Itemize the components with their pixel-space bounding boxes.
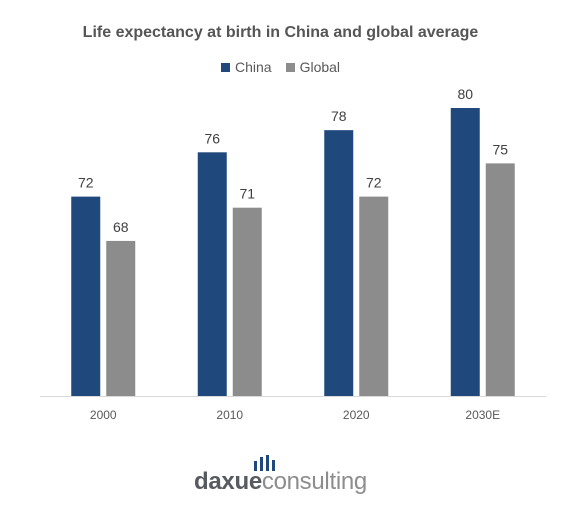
bar-global-2020 — [359, 196, 389, 396]
x-tick-label-2010: 2010 — [216, 408, 243, 422]
data-label-global-2010: 71 — [239, 186, 255, 202]
bar-chart: 72 68 2000 76 71 2010 78 72 2020 80 75 2030E — [40, 86, 546, 422]
bar-global-2030e — [485, 163, 515, 396]
data-label-global-2020: 72 — [366, 175, 382, 191]
legend-label-china: China — [234, 59, 272, 75]
bar-global-2000 — [106, 240, 136, 396]
legend-swatch-china — [220, 62, 230, 72]
data-label-global-2000: 68 — [113, 219, 129, 235]
legend: China Global — [0, 59, 561, 75]
data-label-china-2030e: 80 — [457, 86, 473, 102]
logo-bars-icon — [254, 455, 275, 471]
legend-item-china: China — [220, 59, 272, 75]
legend-item-global: Global — [285, 59, 341, 75]
chart-title: Life expectancy at birth in China and gl… — [82, 24, 479, 41]
bar-china-2010 — [197, 152, 227, 396]
legend-label-global: Global — [299, 59, 341, 75]
bar-china-2020 — [324, 130, 354, 396]
legend-swatch-global — [285, 62, 295, 72]
bar-global-2010 — [232, 207, 262, 396]
bar-china-2000 — [71, 196, 101, 396]
data-label-global-2030e: 75 — [492, 141, 508, 157]
data-label-china-2020: 78 — [331, 108, 347, 124]
logo-text-daxue: daxue — [194, 468, 262, 495]
data-label-china-2010: 76 — [204, 130, 220, 146]
x-tick-label-2030e: 2030E — [465, 408, 500, 422]
logo-text-consulting: consulting — [261, 468, 367, 495]
daxue-consulting-logo: daxueconsulting — [0, 468, 561, 496]
x-tick-label-2000: 2000 — [90, 408, 117, 422]
bar-china-2030e — [450, 108, 480, 396]
x-tick-label-2020: 2020 — [343, 408, 370, 422]
data-label-china-2000: 72 — [78, 175, 94, 191]
